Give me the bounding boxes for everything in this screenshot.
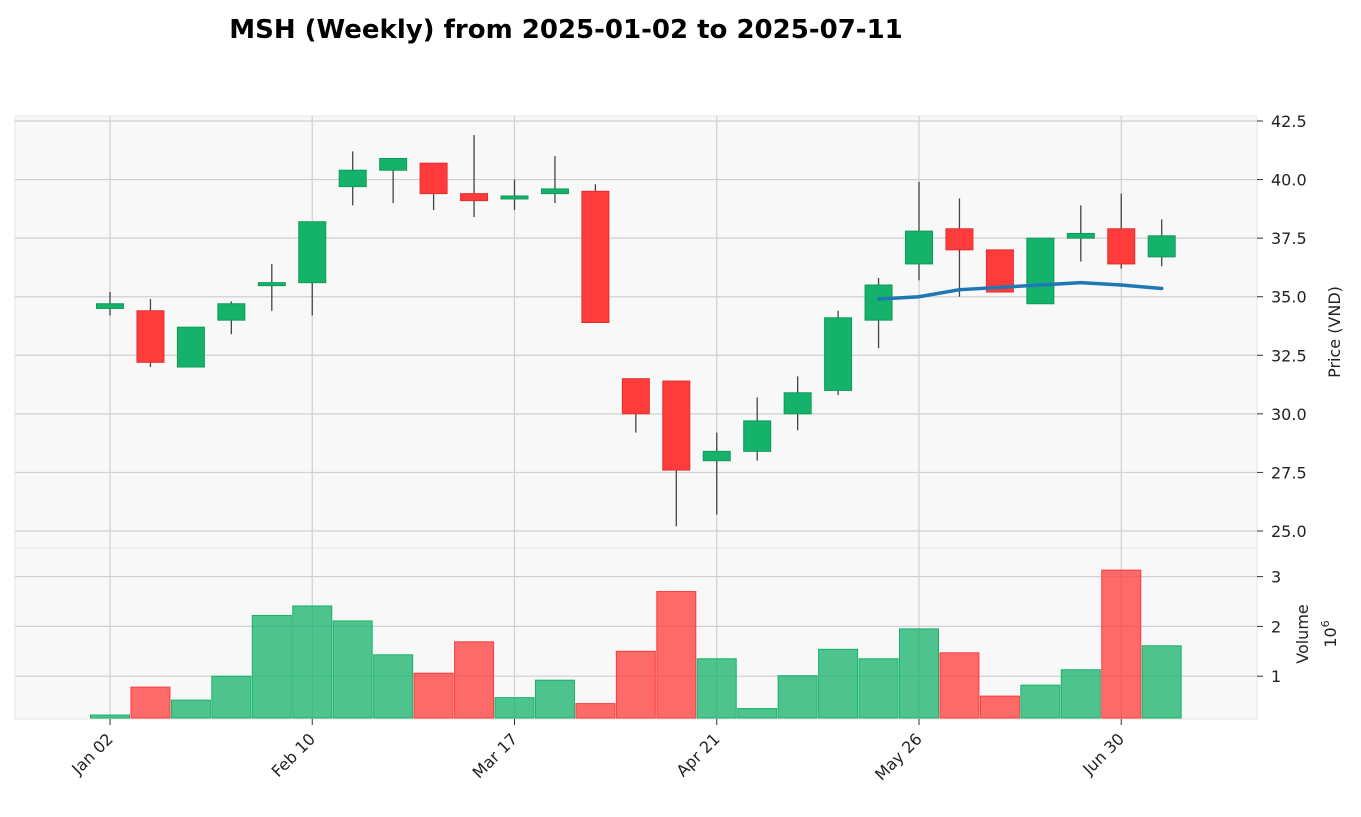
- volume-bar: [696, 658, 737, 719]
- moving-average: [876, 280, 1164, 301]
- volume-bar: [292, 605, 333, 719]
- price-tick-label: 40.0: [1271, 171, 1307, 190]
- volume-bars: [90, 569, 1182, 719]
- volume-bar: [534, 679, 575, 719]
- volume-bar: [211, 675, 252, 719]
- volume-bar: [939, 652, 980, 719]
- candle-body: [905, 230, 933, 265]
- candle-body: [379, 157, 408, 171]
- volume-bar: [737, 708, 778, 719]
- candle-body: [985, 249, 1014, 293]
- candle-body: [824, 317, 853, 391]
- x-tick-label: May 26: [871, 729, 926, 784]
- x-tick-label: Jun 30: [1078, 729, 1128, 779]
- price-tick-label: 30.0: [1271, 405, 1307, 424]
- volume-tick-label: 3: [1271, 568, 1281, 587]
- volume-bar: [494, 697, 535, 719]
- volume-bar: [251, 614, 292, 719]
- candle-body: [1026, 237, 1055, 305]
- moving-average-line: [876, 280, 1164, 301]
- price-panel: [14, 115, 1258, 549]
- candle-body: [1147, 235, 1176, 258]
- candle-body: [743, 420, 772, 452]
- candle-body: [864, 284, 893, 321]
- volume-bar: [575, 703, 616, 719]
- volume-bar: [1101, 569, 1142, 719]
- volume-multiplier-exponent: 6: [1319, 620, 1332, 627]
- candle-body: [176, 326, 205, 368]
- volume-tick-label: 1: [1271, 667, 1281, 686]
- candle-body: [581, 190, 610, 323]
- volume-bar: [454, 641, 495, 719]
- volume-bar: [413, 672, 454, 719]
- volume-tick-label: 2: [1271, 617, 1281, 636]
- candle-body: [136, 310, 165, 363]
- volume-axis-multiplier: 106: [1319, 620, 1340, 647]
- price-tick-label: 35.0: [1271, 288, 1307, 307]
- volume-bar: [332, 620, 373, 719]
- price-axis-label: Price (VND): [1325, 286, 1344, 378]
- price-tick-label: 25.0: [1271, 522, 1307, 541]
- candle-body: [96, 303, 124, 309]
- volume-multiplier-base: 10: [1321, 627, 1340, 647]
- volume-bar: [777, 675, 818, 719]
- volume-bar: [818, 648, 859, 719]
- candle-body: [460, 193, 489, 202]
- price-tick-label: 37.5: [1271, 229, 1307, 248]
- volume-bar: [899, 628, 939, 719]
- x-tick-label: Mar 17: [469, 729, 522, 782]
- x-tick-label: Feb 10: [268, 729, 319, 780]
- candle-body: [621, 378, 650, 415]
- volume-bar: [979, 695, 1020, 719]
- candle-body: [419, 162, 448, 195]
- candle-body: [338, 169, 367, 188]
- volume-bar: [1141, 645, 1182, 719]
- candles: [96, 135, 1176, 527]
- candle-body: [257, 282, 286, 287]
- volume-bar: [130, 686, 171, 719]
- volume-bar: [1060, 669, 1101, 719]
- candle-body: [217, 303, 246, 321]
- volume-bar: [170, 699, 211, 719]
- candle-body: [298, 221, 327, 284]
- candle-body: [540, 188, 569, 195]
- candle-body: [500, 195, 529, 200]
- price-tick-label: 27.5: [1271, 463, 1307, 482]
- price-tick-label: 32.5: [1271, 346, 1307, 365]
- candle-body: [702, 450, 731, 462]
- volume-bar: [656, 591, 697, 719]
- x-tick-label: Jan 02: [67, 729, 117, 779]
- volume-bar: [373, 654, 414, 719]
- price-tick-label: 42.5: [1271, 112, 1307, 131]
- candle-body: [945, 228, 974, 251]
- chart-title: MSH (Weekly) from 2025-01-02 to 2025-07-…: [229, 15, 903, 45]
- volume-bar: [858, 658, 899, 719]
- volume-bar: [615, 650, 656, 719]
- candle-body: [662, 380, 691, 471]
- candle-body: [1107, 228, 1136, 265]
- candle-body: [1066, 232, 1095, 239]
- volume-bar: [90, 714, 130, 719]
- candle-body: [783, 392, 812, 415]
- volume-bar: [1020, 684, 1061, 719]
- x-tick-label: Apr 21: [673, 729, 724, 780]
- volume-axis-label: Volume: [1293, 604, 1312, 664]
